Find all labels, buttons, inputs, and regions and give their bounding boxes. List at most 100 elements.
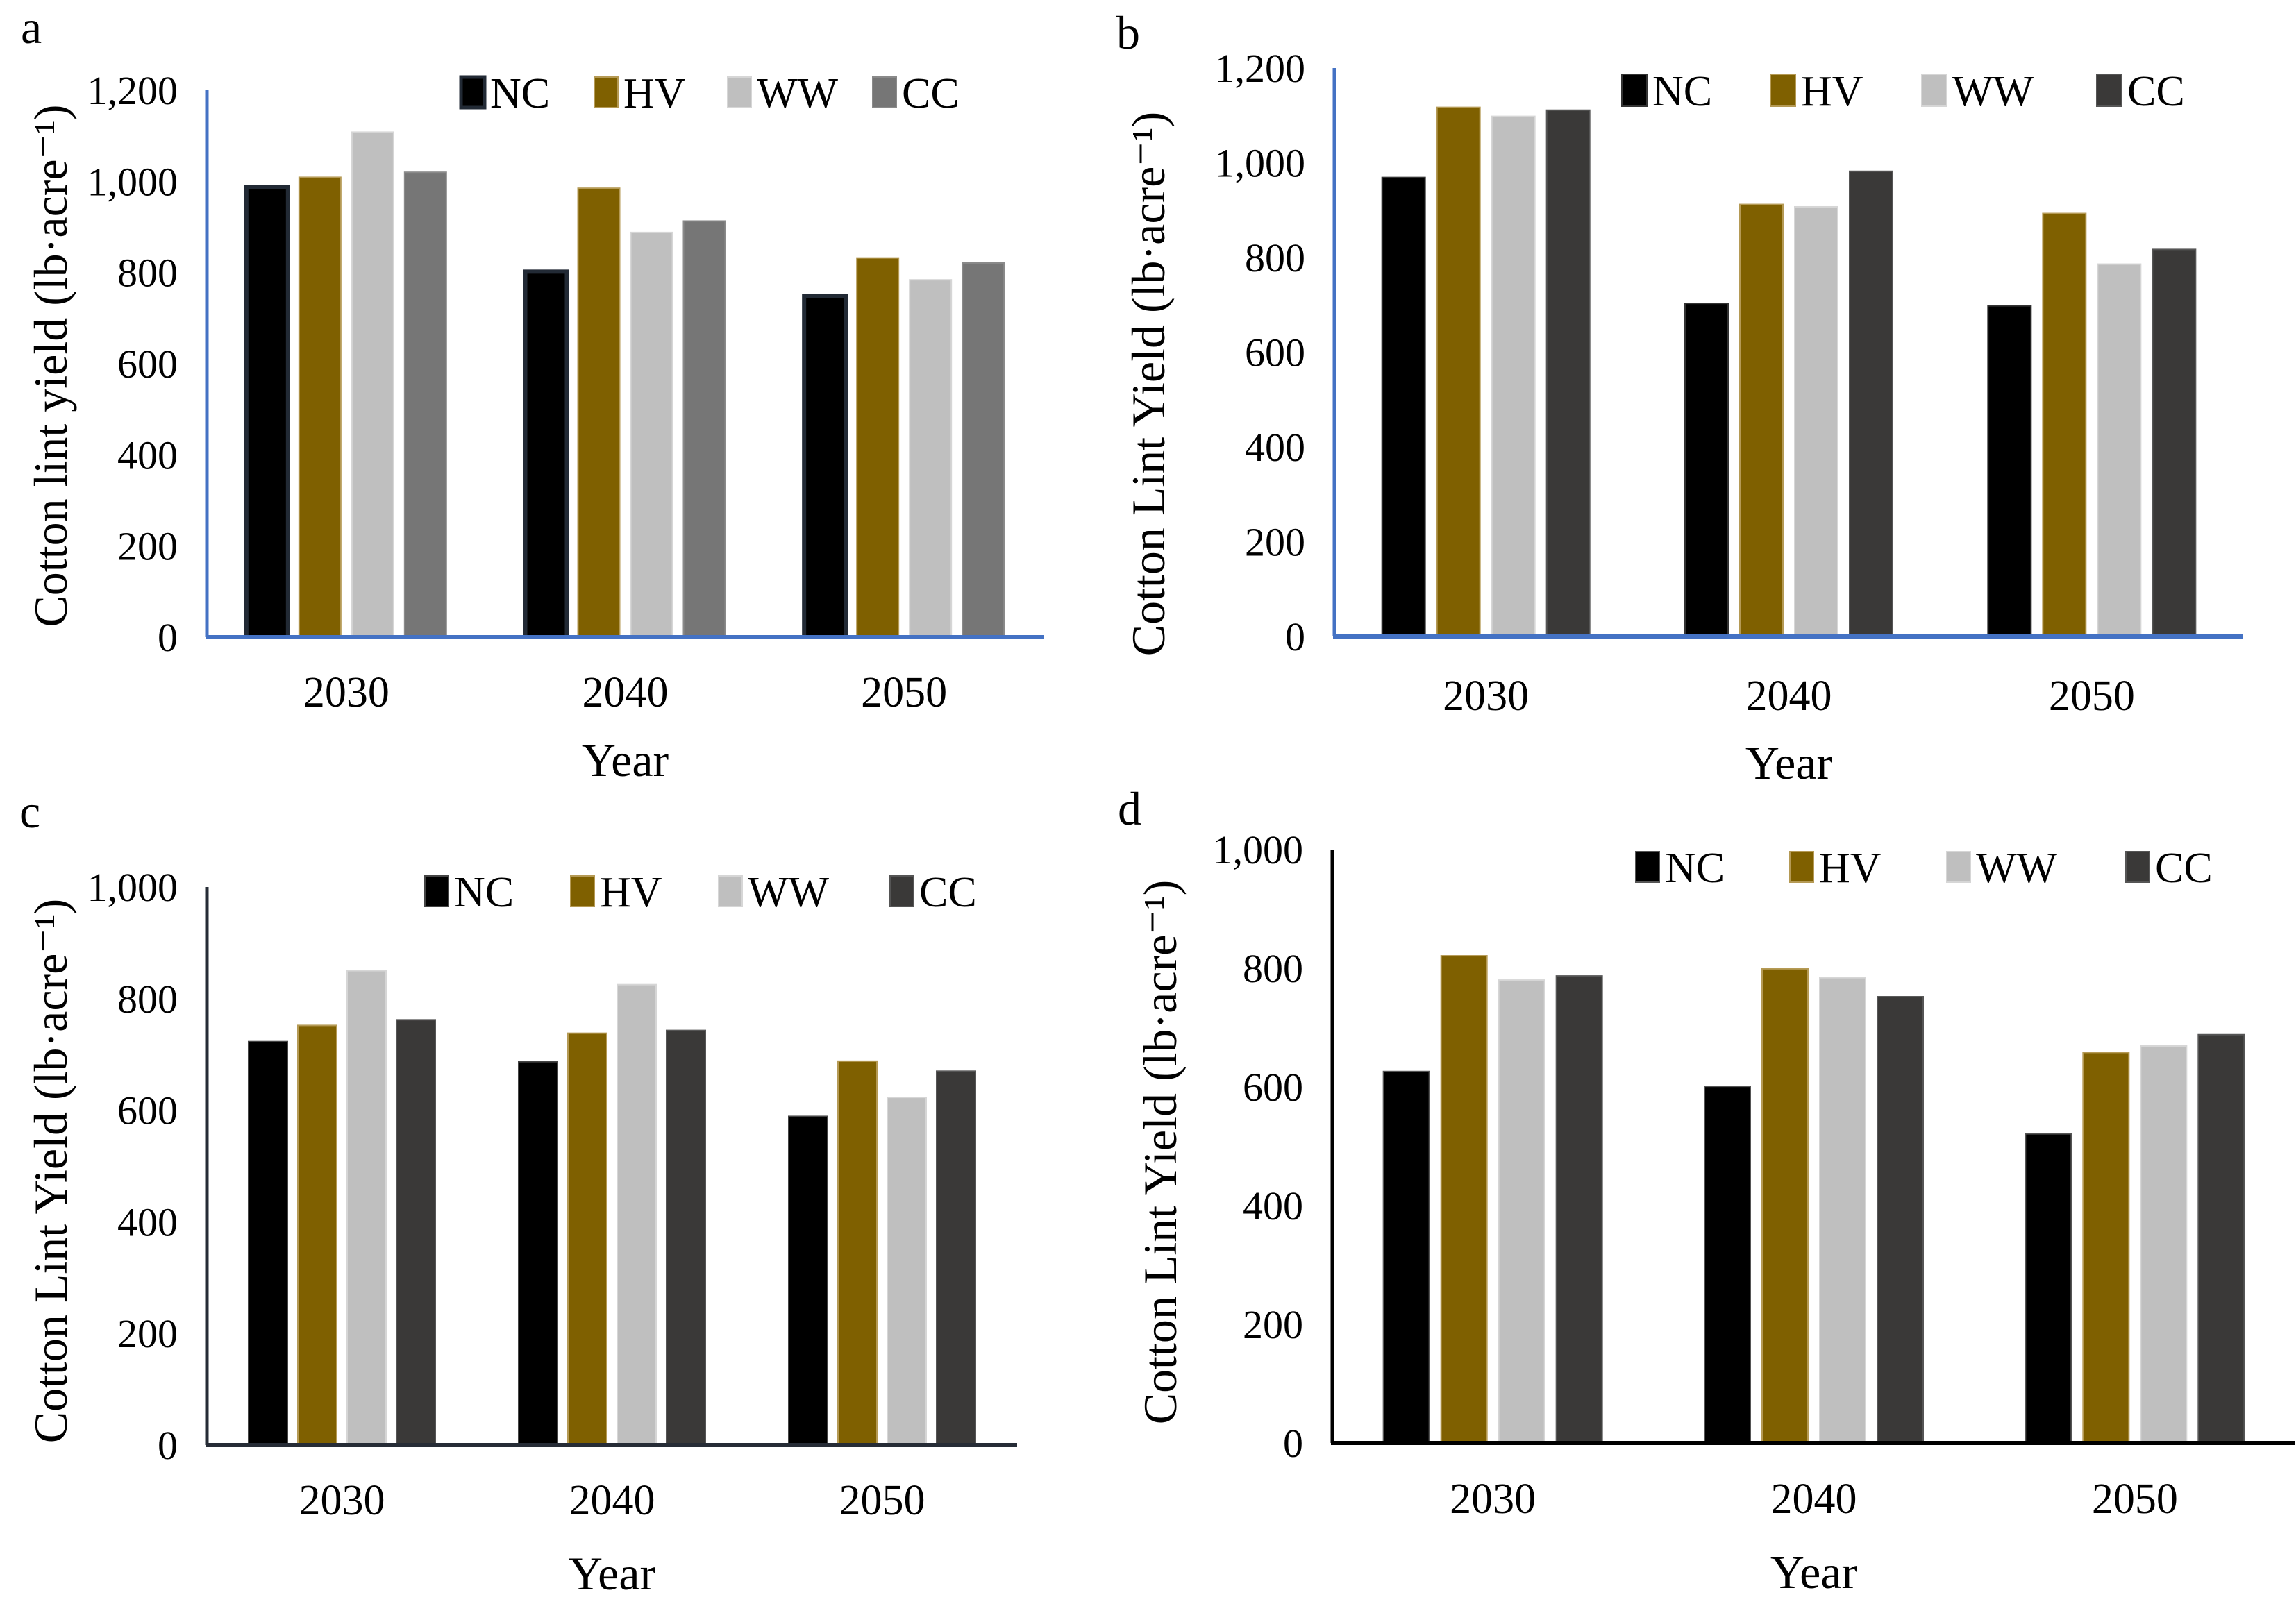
legend-label-ww: WW (748, 869, 830, 916)
y-tick-label: 400 (117, 1199, 178, 1244)
y-tick-label: 800 (1245, 235, 1305, 280)
bar-ww-2050 (2140, 1045, 2188, 1444)
bar-nc-2040 (1684, 303, 1729, 637)
legend-item-cc[interactable]: CC (2125, 845, 2213, 892)
bar-hv-2040 (577, 187, 621, 638)
legend-item-hv[interactable]: HV (1770, 68, 1863, 115)
y-tick-label: 200 (1245, 520, 1305, 565)
x-tick-label: 2040 (583, 669, 669, 716)
y-tick-label: 600 (117, 1088, 178, 1133)
legend-item-hv[interactable]: HV (570, 869, 662, 916)
bar-hv-2030 (1440, 955, 1488, 1444)
bar-ww-2040 (1794, 205, 1838, 638)
y-tick-label: 800 (117, 977, 178, 1022)
legend-swatch-ww (727, 76, 752, 108)
chart-panel-b: b 0 200 400 600 800 1,000 1,200 2030 2040 2050 Year… (1116, 6, 2243, 789)
legend: NC HV WW CC (1635, 845, 2213, 892)
legend-label-hv: HV (600, 869, 662, 916)
bar-cc-2040 (1849, 170, 1893, 638)
legend-label-cc: CC (919, 869, 977, 916)
legend-swatch-ww (1946, 851, 1971, 883)
legend-item-ww[interactable]: WW (718, 869, 830, 916)
legend-swatch-hv (570, 875, 595, 907)
y-tick-label: 1,000 (1213, 827, 1304, 872)
y-tick-label: 600 (117, 341, 178, 387)
y-axis-title: Cotton Lint Yield (lb·acre⁻¹) (1134, 880, 1187, 1425)
legend-label-nc: NC (1652, 68, 1712, 115)
bar-nc-2050 (2025, 1133, 2072, 1444)
x-tick-label: 2030 (1450, 1476, 1536, 1523)
legend-label-ww: WW (1976, 845, 2058, 892)
legend-item-hv[interactable]: HV (594, 70, 686, 117)
legend-label-hv: HV (1819, 845, 1882, 892)
bar-ww-2040 (1819, 977, 1866, 1444)
x-tick-label: 2050 (2049, 673, 2135, 720)
bar-cc-2040 (666, 1029, 706, 1446)
legend-item-nc[interactable]: NC (459, 70, 550, 117)
bar-hv-2030 (298, 176, 342, 638)
x-axis-title: Year (1745, 736, 1833, 789)
legend-item-ww[interactable]: WW (727, 70, 839, 117)
legend-item-hv[interactable]: HV (1789, 845, 1882, 892)
x-tick-label: 2040 (569, 1477, 655, 1524)
y-tick-label: 600 (1245, 330, 1305, 375)
legend-item-cc[interactable]: CC (889, 869, 977, 916)
legend-swatch-cc (872, 76, 897, 108)
bar-hv-2040 (567, 1032, 607, 1446)
y-axis-title: Cotton Lint Yield (lb·acre⁻¹) (24, 899, 77, 1444)
bar-ww-2030 (1498, 979, 1545, 1444)
chart-panel-c: c 0 200 400 600 800 1,000 2030 2040 2050 Year Cotto… (19, 785, 1017, 1600)
bar-ww-2030 (346, 970, 387, 1446)
bar-hv-2050 (856, 257, 900, 638)
legend-label-ww: WW (757, 70, 839, 117)
legend-label-hv: HV (1801, 68, 1863, 115)
bar-cc-2030 (396, 1019, 436, 1446)
x-tick-label: 2040 (1746, 673, 1832, 720)
legend-swatch-cc (889, 875, 914, 907)
legend-item-nc[interactable]: NC (1635, 845, 1725, 892)
chart-panel-d: d 0 200 400 600 800 1,000 2030 2040 2050 Year Cotto… (1118, 782, 2295, 1598)
panel-letter: a (21, 1, 42, 53)
bar-cc-2050 (2152, 248, 2197, 637)
legend-item-nc[interactable]: NC (424, 869, 514, 916)
legend-swatch-ww (1921, 74, 1947, 107)
legend-swatch-hv (1770, 74, 1796, 107)
legend: NC HV WW CC (1621, 68, 2185, 115)
legend-swatch-nc (1635, 851, 1660, 883)
legend-item-cc[interactable]: CC (872, 70, 960, 117)
y-tick-label: 1,200 (87, 68, 178, 113)
legend-item-nc[interactable]: NC (1621, 68, 1712, 115)
x-axis-title: Year (582, 734, 669, 786)
legend-swatch-nc (1621, 74, 1648, 107)
bar-nc-2030 (248, 1040, 288, 1446)
bar-ww-2050 (909, 279, 953, 638)
chart-panel-a: a 0 200 400 600 800 1,000 1,200 2030 2040 2050 Year… (21, 1, 1044, 786)
y-axis-title: Cotton lint yield (lb·acre⁻¹) (24, 104, 77, 627)
bar-hv-2050 (837, 1060, 878, 1446)
bar-cc-2030 (1545, 109, 1591, 637)
y-tick-label: 1,000 (87, 159, 178, 204)
legend-label-nc: NC (1665, 845, 1725, 892)
legend-item-cc[interactable]: CC (2096, 68, 2185, 115)
legend: NC HV WW CC (424, 869, 977, 916)
legend-swatch-cc (2096, 74, 2122, 107)
legend-swatch-nc (424, 875, 449, 907)
bar-cc-2050 (962, 262, 1005, 639)
legend: NC HV WW CC (459, 70, 960, 117)
legend-swatch-nc (459, 75, 487, 110)
bar-ww-2050 (887, 1097, 927, 1446)
bar-hv-2040 (1739, 203, 1784, 637)
y-tick-label: 200 (117, 524, 178, 569)
legend-item-ww[interactable]: WW (1921, 68, 2034, 115)
x-axis-title: Year (1770, 1546, 1858, 1598)
x-tick-label: 2030 (303, 669, 389, 716)
y-axis-title: Cotton Lint Yield (lb·acre⁻¹) (1122, 112, 1175, 657)
y-tick-label: 400 (1243, 1183, 1303, 1229)
bar-hv-2030 (297, 1024, 337, 1446)
legend-label-cc: CC (2127, 68, 2185, 115)
bar-ww-2040 (617, 983, 657, 1446)
bar-cc-2030 (1555, 975, 1603, 1444)
legend-item-ww[interactable]: WW (1946, 845, 2058, 892)
y-tick-label: 1,000 (1215, 141, 1306, 186)
